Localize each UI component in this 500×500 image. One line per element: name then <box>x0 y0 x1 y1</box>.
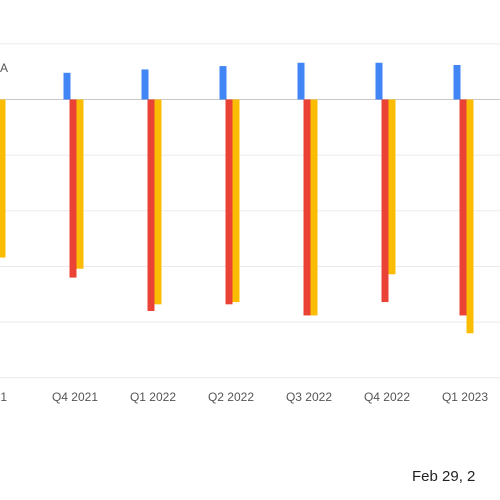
bar-q1-2023-series-1 <box>453 64 461 100</box>
y-axis-corner-label: A <box>0 61 8 75</box>
bar-q1-2023-series-3 <box>466 99 474 334</box>
bar-q2-2022-series-3 <box>232 99 240 303</box>
x-tick-label: Q2 2022 <box>208 390 254 404</box>
x-tick-label: 021 <box>0 390 7 404</box>
bar-q4-2021-series-3 <box>76 99 84 269</box>
bar-q1-2022-series-3 <box>154 99 162 305</box>
x-tick-label: Q4 2022 <box>364 390 410 404</box>
bar-q1-2022-series-1 <box>141 69 149 100</box>
bars <box>0 62 474 334</box>
bar-q4-2022-series-2 <box>381 99 389 303</box>
bar-q3-2022-series-1 <box>297 62 305 100</box>
x-tick-label: Q1 2023 <box>442 390 488 404</box>
x-tick-label: Q1 2022 <box>130 390 176 404</box>
bar-q1-2023-series-2 <box>459 99 467 316</box>
bar-q3-2022-series-2 <box>303 99 311 316</box>
bar-q3-2021-series-3 <box>0 99 6 258</box>
bar-q4-2022-series-3 <box>388 99 396 275</box>
bar-q2-2022-series-2 <box>225 99 233 305</box>
bar-q4-2021-series-1 <box>63 72 71 100</box>
x-tick-label: Q4 2021 <box>52 390 98 404</box>
bar-q1-2022-series-2 <box>147 99 155 311</box>
date-label: Feb 29, 2 <box>412 468 475 485</box>
bar-q4-2022-series-1 <box>375 62 383 100</box>
bar-q4-2021-series-2 <box>69 99 77 278</box>
bar-q3-2022-series-3 <box>310 99 318 316</box>
bar-q2-2022-series-1 <box>219 66 227 100</box>
x-tick-label: Q3 2022 <box>286 390 332 404</box>
x-axis-labels: 021 Q4 2021 Q1 2022 Q2 2022 Q3 2022 Q4 2022 Q1… <box>0 390 488 404</box>
